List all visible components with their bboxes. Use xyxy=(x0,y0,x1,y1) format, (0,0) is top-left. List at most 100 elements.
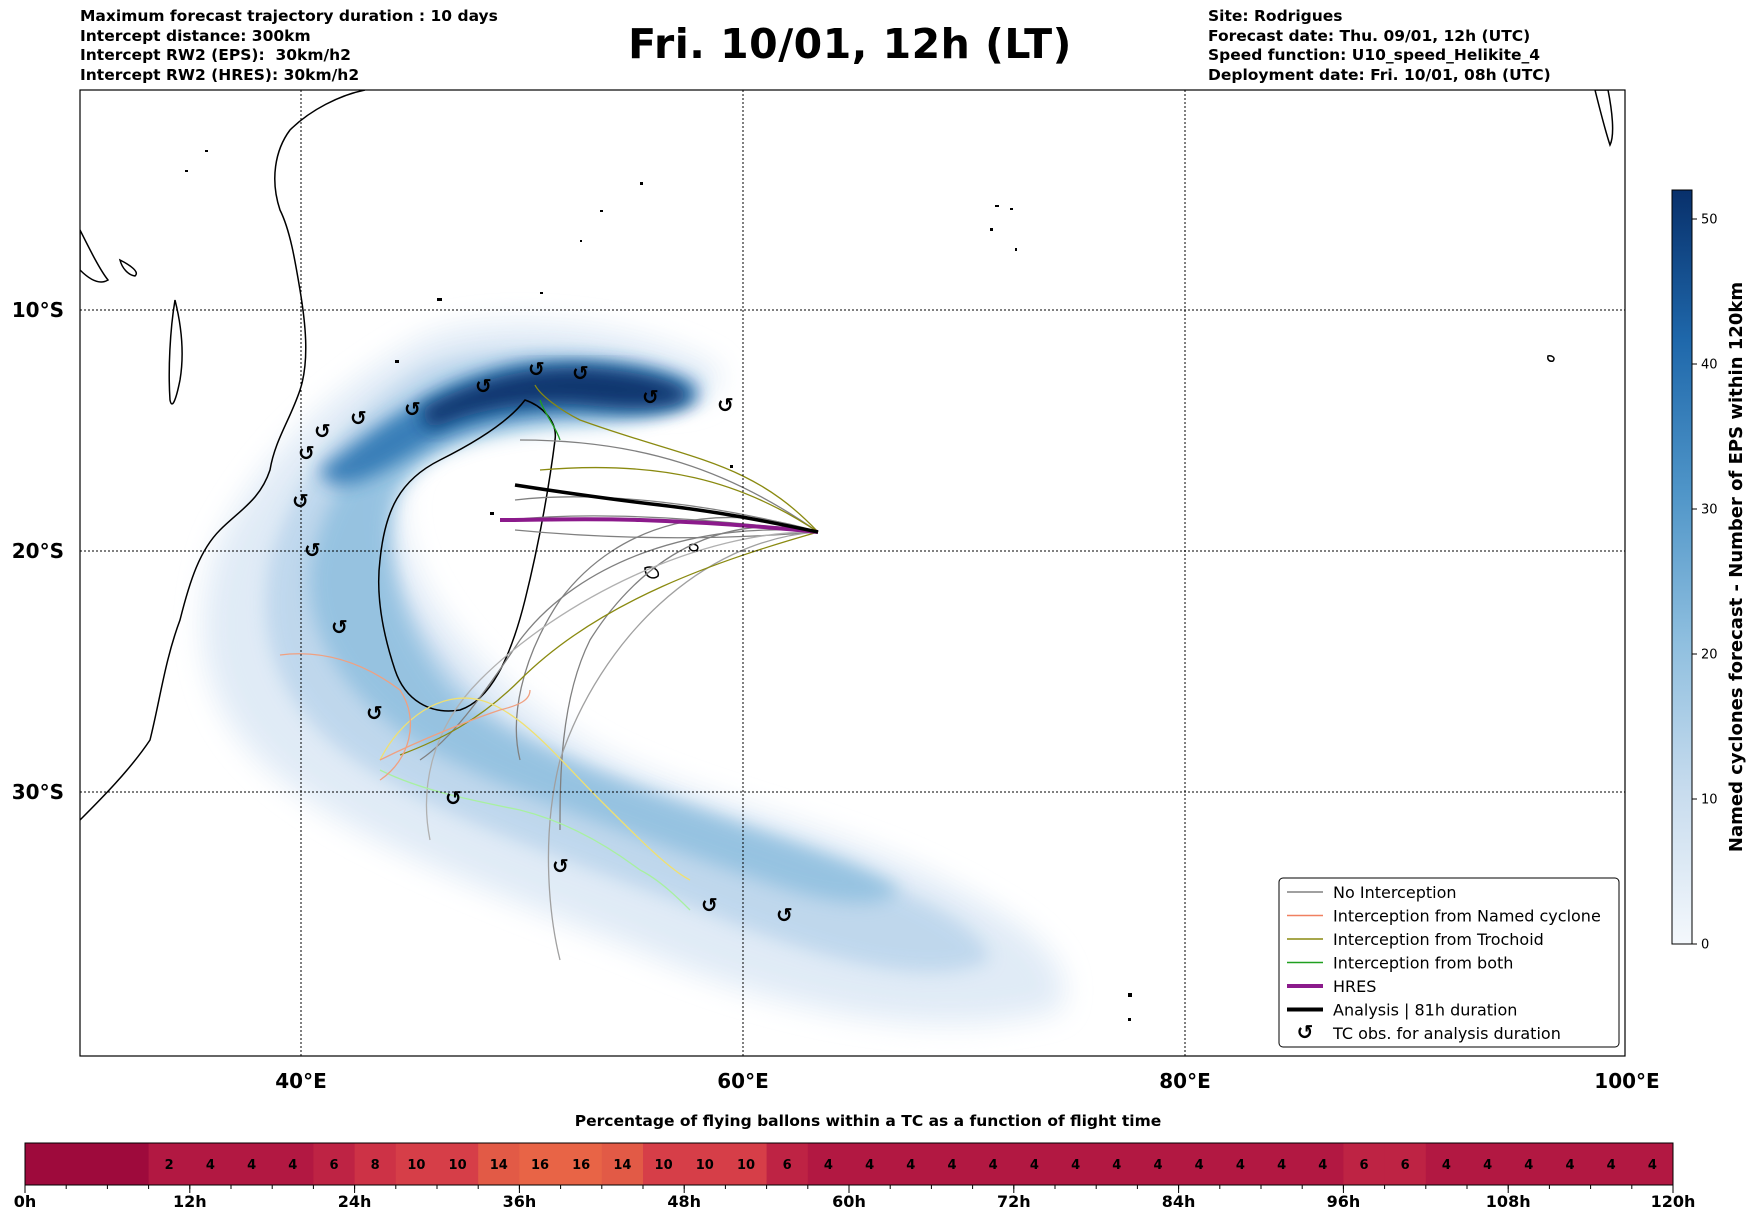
tc-obs-marker: ↺ xyxy=(552,854,569,878)
tc-obs-marker: ↺ xyxy=(642,385,659,409)
percentage-cell-value: 4 xyxy=(1071,1158,1080,1173)
cyclone-density-field xyxy=(203,323,1064,1024)
latitude-labels: 10°S 20°S 30°S xyxy=(12,298,64,804)
percentage-cell-value: 4 xyxy=(1648,1158,1657,1173)
longitude-labels: 40°E 60°E 80°E 100°E xyxy=(275,1069,1659,1093)
flight-time-tick-label: 36h xyxy=(503,1192,537,1211)
tc-observations: ↺ ↺ ↺ ↺ ↺ ↺ ↺ ↺ ↺ ↺ ↺ ↺ ↺ ↺ ↺ ↺ ↺ xyxy=(292,357,793,927)
tc-obs-marker: ↺ xyxy=(717,393,734,417)
percentage-cell-value: 6 xyxy=(329,1158,338,1173)
percentage-cell-value: 10 xyxy=(737,1158,755,1173)
legend-label: No Interception xyxy=(1333,883,1457,902)
legend: No Interception Interception from Named c… xyxy=(1278,877,1620,1048)
colorbar-tick-label: 10 xyxy=(1701,793,1718,808)
percentage-cell-value: 6 xyxy=(1401,1158,1410,1173)
percentage-cell-value: 4 xyxy=(206,1158,215,1173)
site-text: Site: Rodrigues xyxy=(1208,7,1343,25)
percentage-cell-value: 4 xyxy=(865,1158,874,1173)
percentage-cell-value: 10 xyxy=(407,1158,425,1173)
colorbar-gradient xyxy=(1671,189,1693,945)
percentage-cell-value: 2 xyxy=(165,1158,174,1173)
flight-time-tick-label: 60h xyxy=(832,1192,866,1211)
percentage-cell xyxy=(1302,1143,1344,1185)
percentage-cell-value: 6 xyxy=(783,1158,792,1173)
percentage-cell-value: 10 xyxy=(655,1158,673,1173)
tc-obs-marker: ↺ xyxy=(475,374,492,398)
tc-obs-marker: ↺ xyxy=(776,903,793,927)
small-islands xyxy=(185,150,1132,1021)
percentage-cell-value: 4 xyxy=(1318,1158,1327,1173)
percentage-cell xyxy=(1508,1143,1550,1185)
colorbar-label: Named cyclones forecast - Number of EPS … xyxy=(1726,282,1747,852)
tc-obs-marker: ↺ xyxy=(298,441,315,465)
tc-obs-marker: ↺ xyxy=(350,406,367,430)
lon-tick-label: 100°E xyxy=(1594,1069,1659,1093)
percentage-cell xyxy=(1384,1143,1427,1185)
colorbar-tick-label: 50 xyxy=(1701,213,1718,228)
percentage-cell-value: 4 xyxy=(1195,1158,1204,1173)
flight-time-tick-label: 0h xyxy=(14,1192,37,1211)
intercept-hres-text: Intercept RW2 (HRES): 30km/h2 xyxy=(80,65,360,84)
analysis-track xyxy=(514,483,819,534)
lon-tick-label: 40°E xyxy=(275,1069,327,1093)
header-right: Site: Rodrigues Forecast date: Thu. 09/0… xyxy=(1208,7,1551,85)
percentage-cell-value: 6 xyxy=(1359,1158,1368,1173)
flight-time-tick-label: 12h xyxy=(173,1192,207,1211)
deployment-date-text: Deployment date: Fri. 10/01, 08h (UTC) xyxy=(1208,65,1551,84)
flight-time-tick-label: 24h xyxy=(338,1192,372,1211)
percentage-cell xyxy=(1013,1143,1056,1185)
colorbar-tick-label: 20 xyxy=(1701,648,1718,663)
percentage-cell xyxy=(66,1143,108,1185)
legend-label: Analysis | 81h duration xyxy=(1333,1001,1517,1020)
flight-time-tick-label: 84h xyxy=(1162,1192,1196,1211)
percentage-cell-value: 4 xyxy=(288,1158,297,1173)
legend-box xyxy=(1278,877,1620,1048)
percentage-bar-title: Percentage of flying ballons within a TC… xyxy=(575,1112,1162,1130)
percentage-cell-value: 4 xyxy=(1236,1158,1245,1173)
map-frame xyxy=(79,89,1626,1057)
percentage-cell xyxy=(25,1143,67,1185)
percentage-cell xyxy=(1425,1143,1468,1185)
percentage-cell xyxy=(313,1143,356,1185)
percentage-cell xyxy=(395,1143,438,1185)
colorbar-tick-label: 40 xyxy=(1701,358,1718,373)
tc-obs-marker: ↺ xyxy=(304,538,321,562)
percentage-cell-value: 4 xyxy=(1565,1158,1574,1173)
colorbar: 0 10 20 30 40 50 Named cyclones forecast - Nu… xyxy=(1671,189,1747,953)
percentage-cell xyxy=(272,1143,314,1185)
intercept-distance-text: Intercept distance: 300km xyxy=(80,26,311,45)
percentage-cell xyxy=(601,1143,644,1185)
flight-time-tick-label: 108h xyxy=(1486,1192,1531,1211)
lon-tick-label: 80°E xyxy=(1159,1069,1211,1093)
tc-obs-marker: ↺ xyxy=(331,615,348,639)
percentage-cell xyxy=(1590,1143,1633,1185)
percentage-cell xyxy=(1343,1143,1386,1185)
percentage-cell xyxy=(1137,1143,1180,1185)
tc-obs-marker: ↺ xyxy=(314,419,331,443)
percentage-cell-value: 4 xyxy=(1442,1158,1451,1173)
percentage-cell-value: 10 xyxy=(696,1158,714,1173)
percentage-cell xyxy=(1096,1143,1138,1185)
percentage-cell-value: 4 xyxy=(1277,1158,1286,1173)
percentage-cell-value: 8 xyxy=(371,1158,380,1173)
percentage-cell xyxy=(107,1143,150,1185)
tc-obs-marker: ↺ xyxy=(445,786,462,810)
percentage-cell-value: 4 xyxy=(1112,1158,1121,1173)
madagascar-coast xyxy=(377,399,556,712)
percentage-cell-value: 4 xyxy=(1607,1158,1616,1173)
percentage-cell-value: 4 xyxy=(906,1158,915,1173)
percentage-cell xyxy=(766,1143,809,1185)
percentage-cell xyxy=(478,1143,520,1185)
percentage-cell xyxy=(972,1143,1015,1185)
percentage-cell-value: 4 xyxy=(947,1158,956,1173)
percentage-cell-value: 4 xyxy=(1524,1158,1533,1173)
forecast-date-text: Forecast date: Thu. 09/01, 12h (UTC) xyxy=(1208,26,1531,45)
legend-label: TC obs. for analysis duration xyxy=(1332,1024,1561,1043)
flight-time-tick-label: 96h xyxy=(1327,1192,1361,1211)
percentage-cell-value: 4 xyxy=(1483,1158,1492,1173)
percentage-cell-value: 16 xyxy=(531,1158,549,1173)
legend-symbol-tc-icon: ↺ xyxy=(1297,1020,1314,1044)
percentage-cell xyxy=(189,1143,232,1185)
percentage-cell xyxy=(807,1143,850,1185)
speed-function-text: Speed function: U10_speed_Helikite_4 xyxy=(1208,46,1541,64)
